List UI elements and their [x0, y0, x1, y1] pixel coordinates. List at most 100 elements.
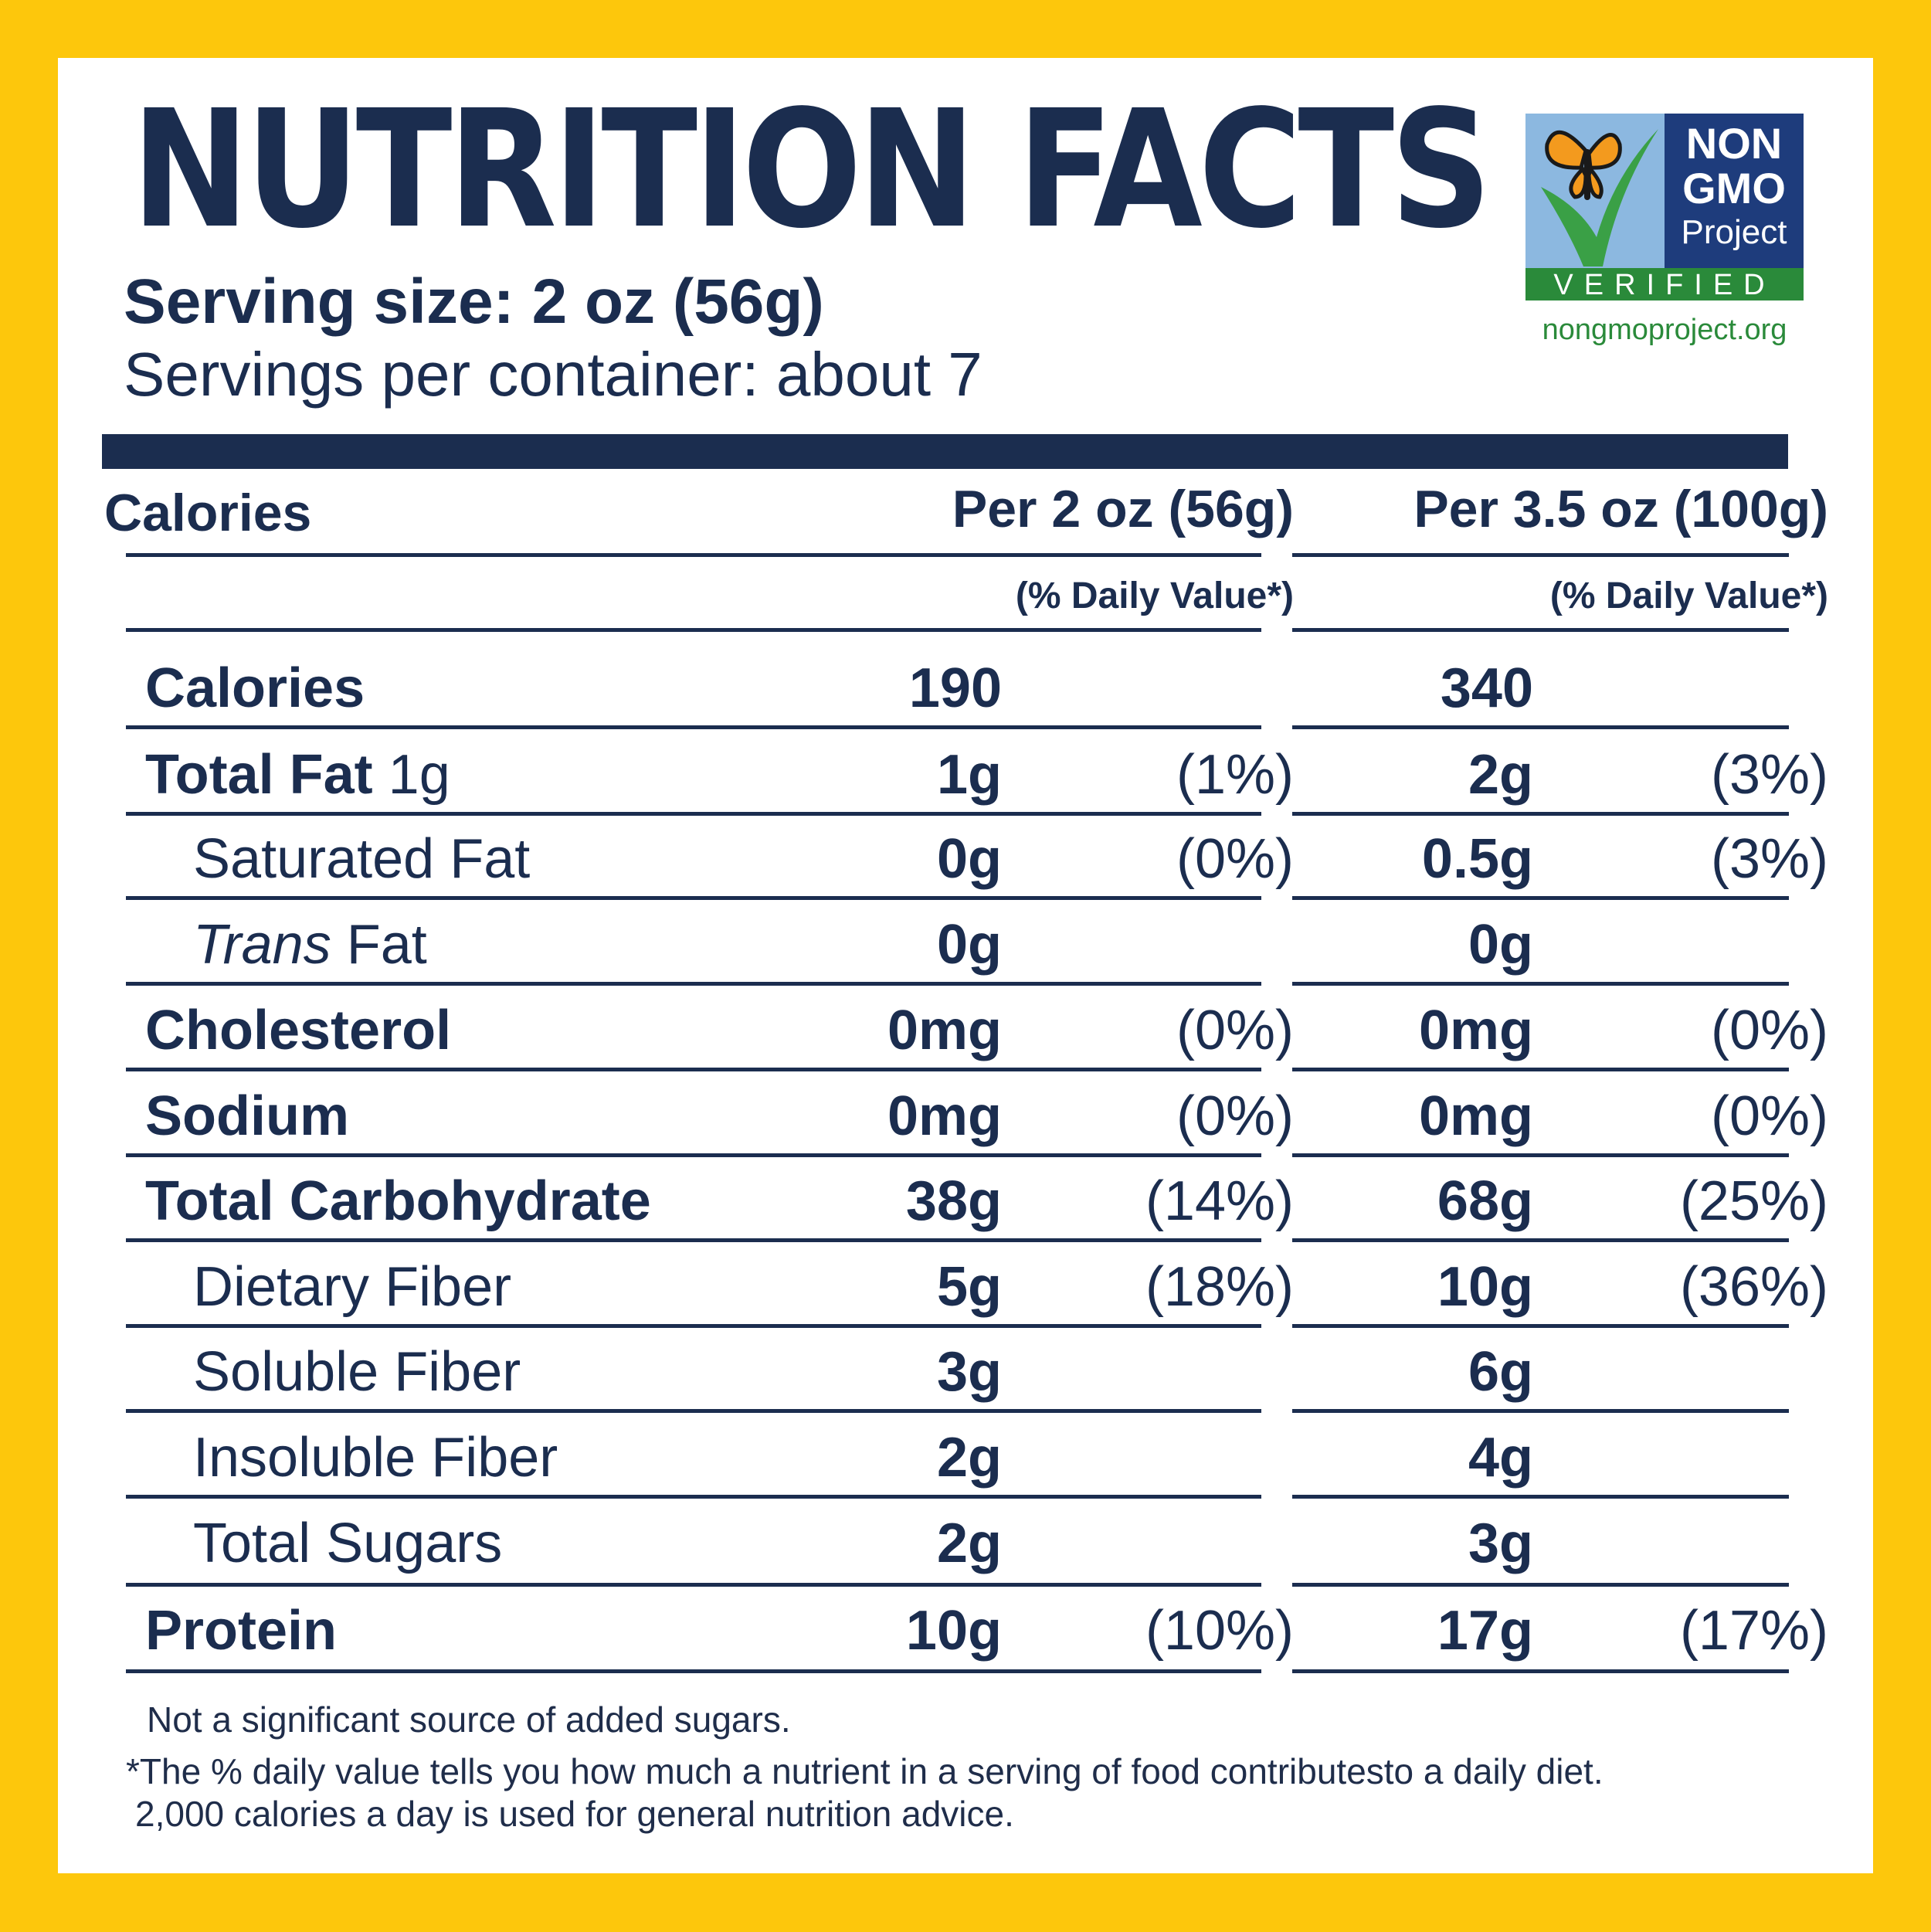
row-label-cholesterol: Cholesterol [145, 1000, 452, 1061]
header-rule-col2 [1292, 553, 1789, 557]
badge-project: Project [1682, 213, 1787, 251]
total-fat-per-56g: 1g [936, 744, 1002, 806]
row-label-insoluble-fiber: Insoluble Fiber [193, 1427, 558, 1489]
total-carbohydrate-per-56g: 38g [905, 1170, 1002, 1232]
row-rule [1292, 982, 1789, 986]
protein-dv-56g: (10%) [1145, 1600, 1294, 1662]
sodium-dv-56g: (0%) [1176, 1085, 1294, 1147]
trans-fat-per-100g: 0g [1468, 914, 1533, 976]
row-label-protein: Protein [145, 1600, 338, 1662]
header-rule-col1 [126, 553, 1261, 557]
header-calories-label: Calories [104, 484, 312, 542]
row-label-trans-fat: Trans Fat [193, 914, 427, 976]
calories-per-100g: 340 [1440, 657, 1533, 719]
badge-verified: VERIFIED [1553, 269, 1775, 301]
row-rule [1292, 1324, 1789, 1328]
row-label-saturated-fat: Saturated Fat [193, 828, 531, 890]
sodium-per-56g: 0mg [887, 1085, 1002, 1147]
row-label-calories: Calories [145, 657, 365, 719]
daily-value-note-line2: 2,000 calories a day is used for general… [135, 1794, 1014, 1834]
row-rule [1292, 1068, 1789, 1071]
row-rule [1292, 1409, 1789, 1413]
cholesterol-per-100g: 0mg [1418, 1000, 1533, 1061]
trans-italic: Trans [193, 914, 331, 976]
total-fat-qty: 1g [372, 744, 450, 806]
checkmark-leaf-icon [1541, 129, 1658, 267]
row-rule [126, 725, 1261, 729]
cholesterol-dv-56g: (0%) [1176, 1000, 1294, 1061]
badge-url: nongmoproject.org [1542, 314, 1787, 346]
row-rule [1292, 896, 1789, 900]
row-rule [1292, 1583, 1789, 1587]
saturated-fat-dv-100g: (3%) [1710, 828, 1828, 890]
total-fat-dv-56g: (1%) [1176, 744, 1294, 806]
total-sugars-per-100g: 3g [1468, 1513, 1533, 1574]
saturated-fat-per-56g: 0g [936, 828, 1002, 890]
sodium-dv-100g: (0%) [1710, 1085, 1828, 1147]
row-rule [1292, 1153, 1789, 1157]
servings-per-container: Servings per container: about 7 [124, 340, 982, 409]
saturated-fat-dv-56g: (0%) [1176, 828, 1294, 890]
sodium-per-100g: 0mg [1418, 1085, 1533, 1147]
badge-verified-band [1525, 268, 1804, 300]
row-rule [126, 1409, 1261, 1413]
row-rule [1292, 812, 1789, 816]
insoluble-fiber-per-56g: 2g [936, 1427, 1002, 1489]
dv-heading-col2: (% Daily Value*) [1549, 576, 1828, 616]
nutrition-label: NUTRITION FACTS Serving size: 2 oz (56g)… [58, 58, 1873, 1873]
row-rule [1292, 628, 1789, 632]
badge-gmo: GMO [1682, 164, 1786, 212]
dietary-fiber-per-56g: 5g [936, 1256, 1002, 1318]
dietary-fiber-dv-56g: (18%) [1145, 1256, 1294, 1318]
row-rule [126, 1583, 1261, 1587]
row-rule [126, 1324, 1261, 1328]
butterfly-icon [1545, 130, 1622, 200]
cholesterol-dv-100g: (0%) [1710, 1000, 1828, 1061]
thick-divider [102, 434, 1788, 469]
saturated-fat-per-100g: 0.5g [1421, 828, 1533, 890]
row-rule [1292, 725, 1789, 729]
insoluble-fiber-per-100g: 4g [1468, 1427, 1533, 1489]
dv-heading-col1: (% Daily Value*) [1015, 576, 1294, 616]
added-sugars-note: Not a significant source of added sugars… [147, 1699, 791, 1740]
label-title: NUTRITION FACTS [131, 75, 1492, 264]
row-rule [126, 1153, 1261, 1157]
row-label-total-fat: Total Fat 1g [145, 744, 450, 806]
badge-non: NON [1686, 119, 1782, 168]
row-rule [126, 982, 1261, 986]
cholesterol-per-56g: 0mg [887, 1000, 1002, 1061]
total-fat-per-100g: 2g [1468, 744, 1533, 806]
non-gmo-project-verified-logo: NON GMO Project VERIFIED nongmoproject.o… [1525, 114, 1804, 346]
row-label-soluble-fiber: Soluble Fiber [193, 1341, 521, 1403]
header-per-56g: Per 2 oz (56g) [952, 480, 1294, 538]
header-per-100g: Per 3.5 oz (100g) [1413, 480, 1828, 538]
row-rule [126, 1068, 1261, 1071]
protein-per-100g: 17g [1437, 1600, 1533, 1662]
protein-dv-100g: (17%) [1679, 1600, 1828, 1662]
badge-navy-panel [1665, 114, 1804, 268]
total-carbohydrate-dv-100g: (25%) [1679, 1170, 1828, 1232]
daily-value-note-line1: *The % daily value tells you how much a … [126, 1751, 1604, 1791]
row-rule [126, 812, 1261, 816]
row-rule [126, 896, 1261, 900]
row-label-total-sugars: Total Sugars [193, 1513, 503, 1574]
protein-per-56g: 10g [905, 1600, 1002, 1662]
total-carbohydrate-dv-56g: (14%) [1145, 1170, 1294, 1232]
row-rule [126, 628, 1261, 632]
row-rule [1292, 1495, 1789, 1499]
row-rule [1292, 1238, 1789, 1242]
soluble-fiber-per-56g: 3g [936, 1341, 1002, 1403]
row-label-dietary-fiber: Dietary Fiber [193, 1256, 512, 1318]
total-carbohydrate-per-100g: 68g [1437, 1170, 1533, 1232]
serving-size: Serving size: 2 oz (56g) [124, 267, 824, 337]
soluble-fiber-per-100g: 6g [1468, 1341, 1533, 1403]
total-sugars-per-56g: 2g [936, 1513, 1002, 1574]
row-rule [126, 1495, 1261, 1499]
dietary-fiber-per-100g: 10g [1437, 1256, 1533, 1318]
calories-per-56g: 190 [908, 657, 1002, 719]
row-label-total-carbohydrate: Total Carbohydrate [145, 1170, 651, 1232]
row-rule [1292, 1669, 1789, 1673]
row-rule [126, 1669, 1261, 1673]
row-label-sodium: Sodium [145, 1085, 349, 1147]
dietary-fiber-dv-100g: (36%) [1679, 1256, 1828, 1318]
